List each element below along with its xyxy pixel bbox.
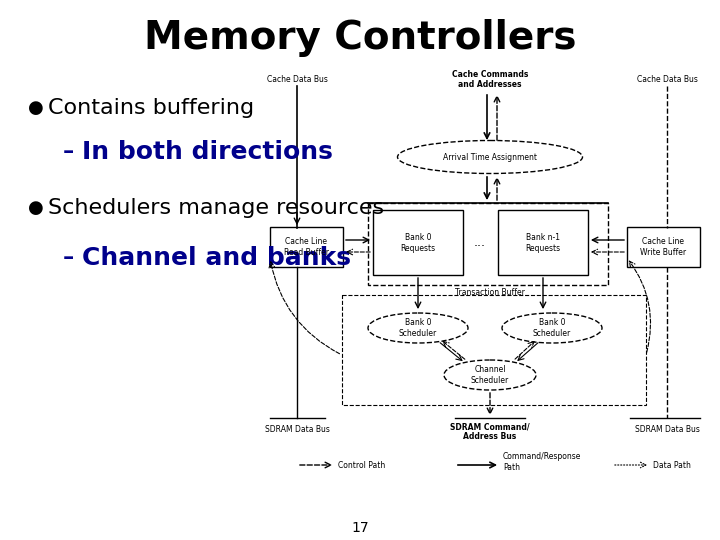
Text: ●: ●	[28, 99, 44, 117]
FancyBboxPatch shape	[373, 210, 463, 275]
FancyBboxPatch shape	[368, 203, 608, 285]
Text: ●: ●	[28, 199, 44, 217]
Text: Contains buffering: Contains buffering	[48, 98, 254, 118]
Text: Bank 0
Scheduler: Bank 0 Scheduler	[533, 318, 571, 338]
FancyBboxPatch shape	[498, 210, 588, 275]
Text: Schedulers manage resources: Schedulers manage resources	[48, 198, 384, 218]
Text: Arrival Time Assignment: Arrival Time Assignment	[443, 152, 537, 161]
Text: Data Path: Data Path	[653, 462, 691, 470]
Text: Channel and banks: Channel and banks	[82, 246, 351, 270]
Text: Cache Line
Write Buffer: Cache Line Write Buffer	[640, 237, 686, 256]
Text: –: –	[63, 248, 74, 268]
Text: SDRAM Data Bus: SDRAM Data Bus	[264, 425, 330, 434]
Text: Control Path: Control Path	[338, 462, 385, 470]
Text: Cache Data Bus: Cache Data Bus	[636, 75, 698, 84]
Text: Cache Line
Read Buffer: Cache Line Read Buffer	[284, 237, 328, 256]
Text: In both directions: In both directions	[82, 140, 333, 164]
FancyBboxPatch shape	[270, 227, 343, 267]
Text: Bank 0
Requests: Bank 0 Requests	[400, 233, 436, 253]
Text: –: –	[63, 142, 74, 162]
Text: ...: ...	[474, 237, 486, 249]
Text: Transaction Buffer: Transaction Buffer	[455, 288, 525, 297]
Text: SDRAM Command/
Address Bus: SDRAM Command/ Address Bus	[450, 422, 530, 441]
Text: Cache Commands
and Addresses: Cache Commands and Addresses	[452, 70, 528, 90]
FancyBboxPatch shape	[627, 227, 700, 267]
Text: Bank 0
Scheduler: Bank 0 Scheduler	[399, 318, 437, 338]
Text: Cache Data Bus: Cache Data Bus	[266, 75, 328, 84]
Text: 17: 17	[351, 521, 369, 535]
Text: Memory Controllers: Memory Controllers	[144, 19, 576, 57]
Text: SDRAM Data Bus: SDRAM Data Bus	[634, 425, 699, 434]
Text: Bank n-1
Requests: Bank n-1 Requests	[526, 233, 561, 253]
Text: Command/Response
Path: Command/Response Path	[503, 453, 581, 472]
Text: Channel
Scheduler: Channel Scheduler	[471, 365, 509, 384]
